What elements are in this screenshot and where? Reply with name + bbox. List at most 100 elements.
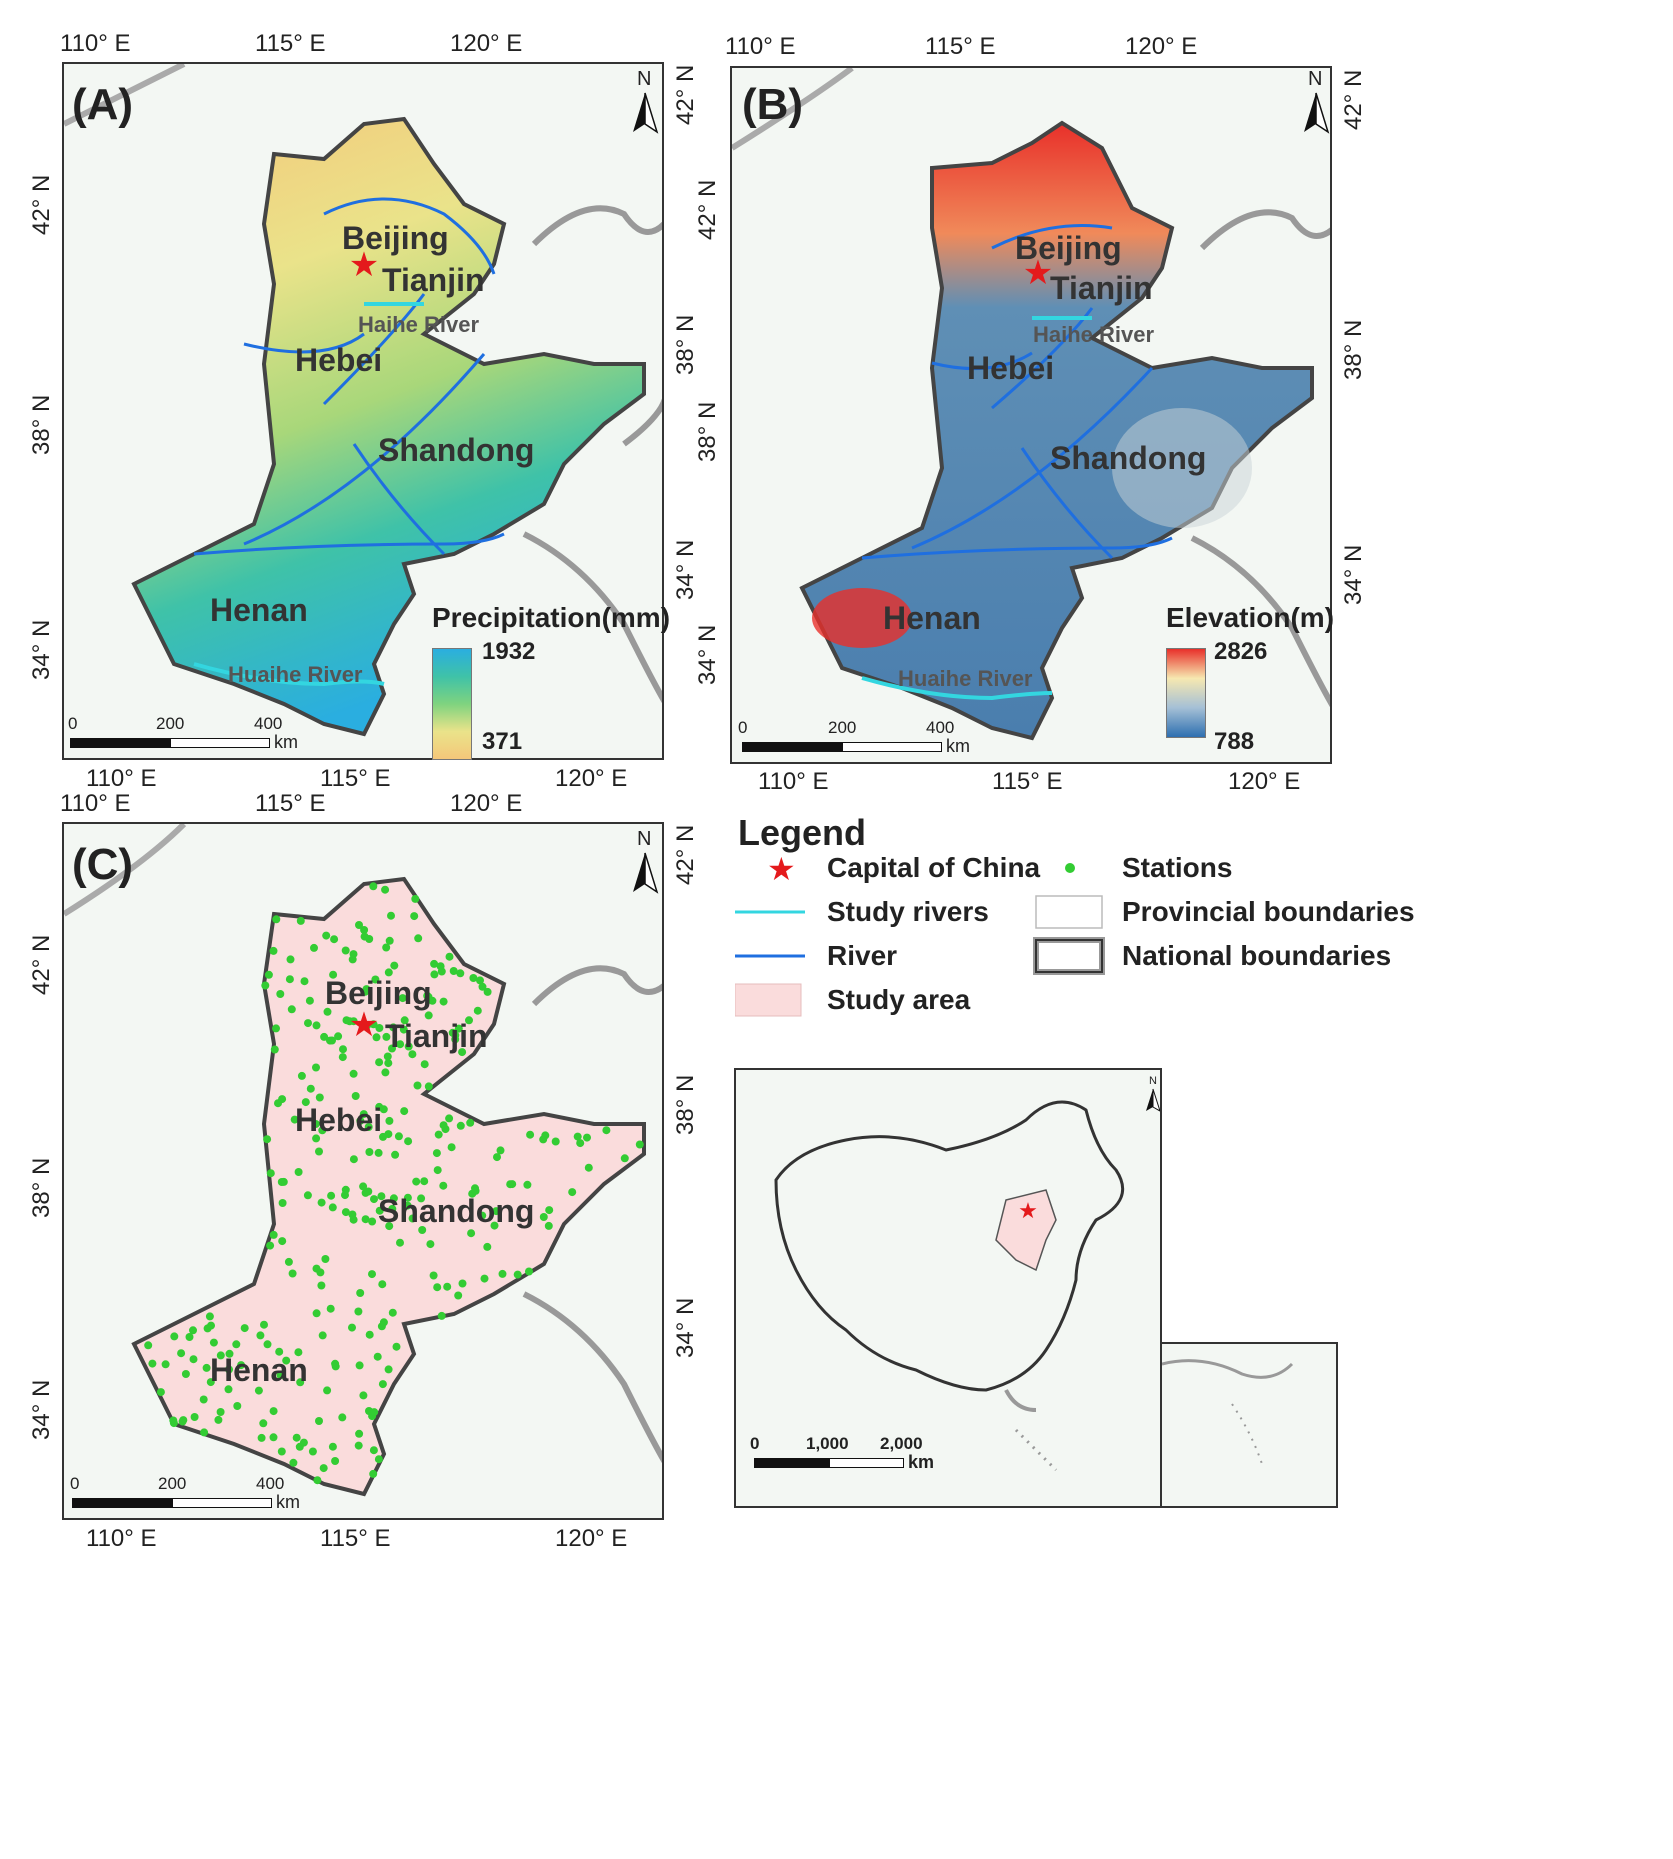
station-dot [583, 1133, 591, 1142]
study-area-precip [131, 116, 646, 737]
station-dot [365, 1148, 374, 1156]
station-dot [411, 894, 420, 903]
station-dot [312, 1309, 321, 1318]
china-inset-map: ★ N 0 1,000 2,000 km [734, 1068, 1162, 1508]
station-dot [403, 1201, 412, 1210]
station-dot [551, 1137, 560, 1146]
station-dot [189, 1355, 198, 1364]
station-dot [368, 1270, 376, 1279]
station-dot [568, 1188, 577, 1197]
station-dot [322, 931, 331, 940]
station-dot [483, 987, 492, 996]
station-dot [384, 1365, 393, 1374]
station-dot [237, 1361, 246, 1370]
station-dot [214, 1415, 223, 1424]
station-dot [308, 1447, 317, 1456]
station-dot [388, 1308, 397, 1317]
station-dot [288, 1269, 297, 1278]
svg-text:★: ★ [1023, 254, 1053, 292]
station-dot [404, 1137, 413, 1146]
provincial-boundary-icon [1030, 892, 1110, 932]
province-label: Hebei [295, 1102, 383, 1138]
station-dot [445, 1114, 454, 1123]
province-label: Shandong [1050, 440, 1207, 476]
station-dot [418, 1226, 427, 1234]
elevation-colorbar [1166, 648, 1206, 738]
lon-tick-bottom: 110° E [758, 768, 829, 795]
station-dot [323, 1007, 332, 1016]
station-dot [454, 1291, 463, 1300]
station-dot [433, 1283, 442, 1292]
station-dot [356, 1116, 365, 1125]
station-dot [458, 1279, 467, 1288]
station-dot [447, 1143, 456, 1152]
station-dot [170, 1332, 179, 1341]
station-dot [382, 943, 391, 952]
station-dot [476, 976, 484, 985]
station-dot [270, 1045, 279, 1054]
station-dot [181, 1370, 190, 1378]
station-dot [426, 1240, 435, 1249]
station-dot [361, 1215, 370, 1224]
station-dot [161, 1360, 170, 1369]
station-dot [490, 1221, 499, 1230]
station-dot [439, 997, 448, 1006]
station-dot [317, 1198, 326, 1207]
station-dot [276, 1371, 285, 1380]
station-dot [356, 1289, 365, 1297]
map-a: ★ [62, 62, 664, 760]
station-dot [385, 936, 394, 945]
station-dot [391, 1150, 400, 1159]
station-dot [370, 1408, 379, 1417]
station-dot [327, 1191, 336, 1200]
station-dot [443, 1282, 452, 1291]
national-boundary-icon [1030, 936, 1110, 976]
station-dot [374, 1148, 383, 1157]
station-dot [398, 994, 407, 1003]
station-dot [348, 955, 357, 964]
station-dot [364, 1187, 373, 1196]
north-arrow: N [1141, 1075, 1160, 1115]
station-dot [410, 912, 419, 921]
station-dot [371, 975, 380, 984]
station-dot [471, 1186, 480, 1195]
station-dot [189, 1326, 197, 1335]
lon-tick-top: 110° E [725, 33, 796, 60]
lat-tick-right: 42° N [1340, 69, 1367, 130]
china-outline [774, 1100, 1125, 1392]
station-dot [526, 1130, 535, 1139]
station-dot [269, 1230, 278, 1239]
station-dot [354, 1441, 363, 1450]
lon-tick-bottom: 110° E [86, 765, 157, 792]
station-dot [375, 1206, 384, 1215]
station-dot [292, 1433, 301, 1442]
station-dot [225, 1365, 233, 1374]
station-dot [355, 921, 363, 929]
station-dot [305, 996, 314, 1005]
station-dot [306, 1084, 315, 1093]
station-dot [261, 981, 270, 990]
station-dot [233, 1402, 242, 1410]
station-dot [287, 1005, 296, 1014]
station-dot [545, 1206, 554, 1215]
station-dot [315, 1147, 323, 1156]
station-dot [360, 932, 369, 941]
station-dot [493, 1153, 501, 1162]
station-dot [351, 1092, 360, 1100]
province-label: Beijing [1015, 230, 1122, 266]
station-dot [289, 1458, 298, 1467]
station-dot [414, 934, 423, 943]
station-dot [263, 1135, 272, 1144]
lon-tick-bottom: 115° E [992, 768, 1063, 795]
lat-tick-right: 38° N [672, 1074, 699, 1135]
province-label: Tianjin [1050, 270, 1153, 306]
station-dot [388, 1044, 396, 1053]
station-dot [348, 1323, 356, 1332]
station-dot [328, 1203, 337, 1212]
station-dot [602, 1126, 611, 1135]
station-dot [313, 1476, 322, 1485]
station-dot [276, 990, 285, 998]
legend-provincial: Provincial boundaries [1030, 892, 1415, 932]
legend-title: Legend [738, 812, 867, 853]
station-dot [513, 1270, 522, 1279]
